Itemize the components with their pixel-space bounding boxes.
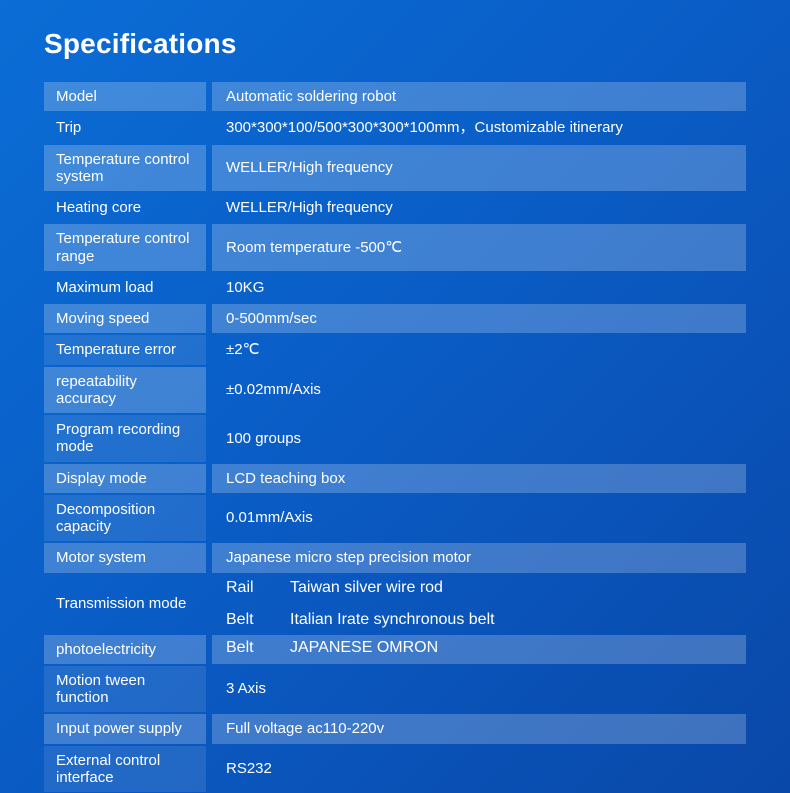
spec-label: Maximum load (44, 273, 206, 302)
spec-value: ±0.02mm/Axis (212, 367, 746, 414)
spec-label: Model (44, 82, 206, 111)
spec-label: Input power supply (44, 714, 206, 743)
page-title: Specifications (44, 28, 746, 60)
spec-label: Temperature control system (44, 145, 206, 192)
table-row: Motion tween function3 Axis (44, 666, 746, 713)
spec-label: photoelectricity (44, 635, 206, 664)
table-row: Heating coreWELLER/High frequency (44, 193, 746, 222)
spec-value: Room temperature -500℃ (212, 224, 746, 271)
spec-subrow: Belt JAPANESE OMRON (212, 635, 746, 661)
spec-value: 3 Axis (212, 666, 746, 713)
spec-value: RS232 (212, 746, 746, 793)
spec-subvalue: Taiwan silver wire rod (290, 579, 443, 597)
table-row: Temperature error±2℃ (44, 335, 746, 364)
table-row: Motor systemJapanese micro step precisio… (44, 543, 746, 572)
table-row: Moving speed0-500mm/sec (44, 304, 746, 333)
spec-subrow: Rail Taiwan silver wire rod (212, 575, 746, 601)
spec-label: Motor system (44, 543, 206, 572)
spec-label: Motion tween function (44, 666, 206, 713)
spec-value: Full voltage ac110-220v (212, 714, 746, 743)
spec-subvalue: JAPANESE OMRON (290, 639, 438, 657)
spec-subkey: Belt (226, 611, 266, 629)
table-row: Program recording mode100 groups (44, 415, 746, 462)
spec-value: LCD teaching box (212, 464, 746, 493)
spec-value: WELLER/High frequency (212, 145, 746, 192)
spec-subkey: Belt (226, 639, 266, 657)
spec-label: External control interface (44, 746, 206, 793)
table-row: Maximum load10KG (44, 273, 746, 302)
spec-label: Temperature control range (44, 224, 206, 271)
spec-label: Temperature error (44, 335, 206, 364)
spec-label: Display mode (44, 464, 206, 493)
table-row: ModelAutomatic soldering robot (44, 82, 746, 111)
table-row: repeatability accuracy±0.02mm/Axis (44, 367, 746, 414)
spec-value: Japanese micro step precision motor (212, 543, 746, 572)
table-row: Decomposition capacity0.01mm/Axis (44, 495, 746, 542)
table-row: Input power supplyFull voltage ac110-220… (44, 714, 746, 743)
spec-subrow: Belt Italian Irate synchronous belt (212, 607, 746, 633)
spec-label: Decomposition capacity (44, 495, 206, 542)
spec-value: ±2℃ (212, 335, 746, 364)
spec-table: ModelAutomatic soldering robotTrip300*30… (44, 82, 746, 792)
spec-value: 100 groups (212, 415, 746, 462)
table-row: photoelectricity Belt JAPANESE OMRON (44, 635, 746, 664)
spec-subvalue: Italian Irate synchronous belt (290, 611, 495, 629)
table-row: Temperature control systemWELLER/High fr… (44, 145, 746, 192)
spec-value: 0.01mm/Axis (212, 495, 746, 542)
spec-value-group: Belt JAPANESE OMRON (212, 635, 746, 664)
spec-value: 0-500mm/sec (212, 304, 746, 333)
spec-value: 300*300*100/500*300*300*100mm，Customizab… (212, 113, 746, 142)
spec-label: Heating core (44, 193, 206, 222)
spec-label: Program recording mode (44, 415, 206, 462)
table-row: External control interfaceRS232 (44, 746, 746, 793)
spec-label: repeatability accuracy (44, 367, 206, 414)
table-row: Temperature control rangeRoom temperatur… (44, 224, 746, 271)
spec-label: Moving speed (44, 304, 206, 333)
spec-subkey: Rail (226, 579, 266, 597)
spec-value-group: Rail Taiwan silver wire rod Belt Italian Ir… (212, 575, 746, 633)
spec-value: WELLER/High frequency (212, 193, 746, 222)
spec-label: Trip (44, 113, 206, 142)
table-row: Display modeLCD teaching box (44, 464, 746, 493)
table-row: Transmission mode Rail Taiwan silver wire … (44, 575, 746, 633)
spec-value: 10KG (212, 273, 746, 302)
table-row: Trip300*300*100/500*300*300*100mm，Custom… (44, 113, 746, 142)
spec-label: Transmission mode (44, 575, 206, 633)
spec-value: Automatic soldering robot (212, 82, 746, 111)
